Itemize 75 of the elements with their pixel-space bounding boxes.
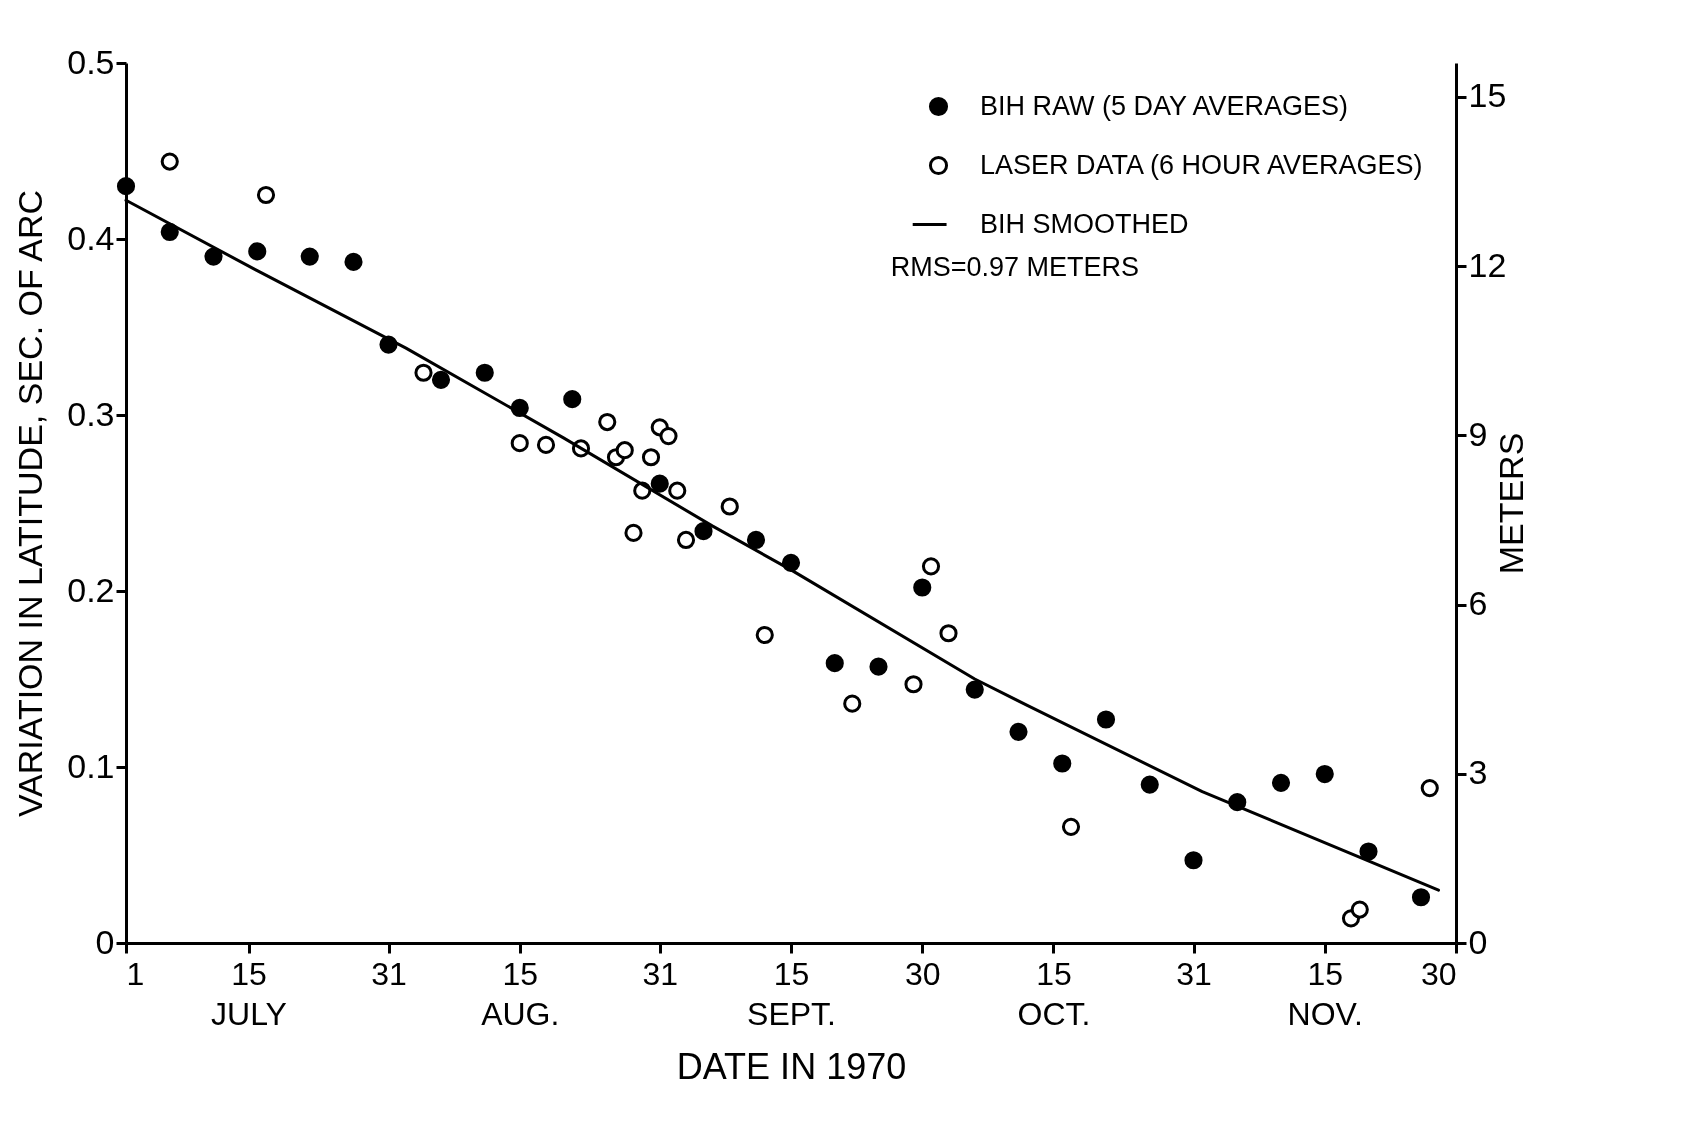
point xyxy=(825,654,844,673)
point xyxy=(913,578,932,597)
annotation: RMS=0.97 METERS xyxy=(890,252,1140,282)
point xyxy=(510,434,529,453)
x-tick-label: 15 NOV. xyxy=(1287,955,1363,1032)
point xyxy=(624,523,643,542)
point xyxy=(676,530,696,550)
point xyxy=(160,152,179,171)
point xyxy=(1061,817,1081,836)
point xyxy=(668,481,687,500)
point xyxy=(1053,754,1072,773)
point xyxy=(1350,900,1369,919)
legend-label: BIH RAW (5 DAY AVERAGES) xyxy=(980,90,1349,121)
point xyxy=(659,427,678,446)
point xyxy=(204,247,223,266)
point xyxy=(1315,764,1334,784)
x-tick-label: 1 xyxy=(126,955,145,992)
point xyxy=(843,694,862,713)
point xyxy=(1009,722,1028,741)
x-tick-label: 30 xyxy=(1420,955,1457,992)
x-tick-label: 31 xyxy=(1176,955,1212,992)
x-tick-label: 15 JULY xyxy=(211,955,287,1032)
point xyxy=(598,412,617,432)
point xyxy=(1271,773,1291,792)
x-tick-label: 15 AUG. xyxy=(481,955,560,1032)
y2-tick-label: 9 xyxy=(1468,414,1488,453)
point xyxy=(248,242,267,261)
legend-label: BIH SMOOTHED xyxy=(980,208,1189,239)
y2-tick-label: 3 xyxy=(1468,753,1488,792)
point xyxy=(344,252,363,271)
point xyxy=(641,448,661,467)
y-tick-label: 0.4 xyxy=(67,218,115,257)
point xyxy=(1359,842,1378,861)
point xyxy=(1096,710,1116,729)
y-tick-label: 0.1 xyxy=(67,746,115,785)
point xyxy=(921,557,941,576)
y2-tick-label: 6 xyxy=(1468,584,1488,623)
point xyxy=(563,390,582,409)
point xyxy=(536,435,556,454)
point xyxy=(746,530,766,550)
legend-label: LASER DATA (6 HOUR AVERAGES) xyxy=(980,149,1423,180)
point xyxy=(1140,775,1159,794)
point xyxy=(965,680,984,699)
point xyxy=(414,363,433,382)
x-tick-label: 31 xyxy=(371,955,407,992)
y-tick-label: 0 xyxy=(95,922,115,961)
y-tick-label: 0.2 xyxy=(67,570,115,609)
point xyxy=(1184,851,1203,870)
x-tick-label: 31 xyxy=(642,955,679,992)
point xyxy=(904,675,923,694)
x-tick-label: 15 OCT. xyxy=(1017,955,1091,1032)
y2-axis-title: METERS xyxy=(1492,432,1531,575)
y-axis-title: VARIATION IN LATITUDE, SEC. OF ARC xyxy=(11,189,50,818)
point xyxy=(256,185,276,205)
point xyxy=(615,441,634,460)
point xyxy=(1420,779,1439,798)
y2-tick-label: 0 xyxy=(1468,922,1488,961)
point xyxy=(694,522,713,541)
x-tick-label: 30 xyxy=(904,955,941,992)
point xyxy=(755,625,774,645)
point xyxy=(650,474,669,493)
x-axis-title: DATE IN 1970 xyxy=(676,1045,907,1087)
y2-tick-label: 12 xyxy=(1468,245,1507,284)
point xyxy=(939,624,958,643)
x-tick-label: 15 SEPT. xyxy=(747,955,836,1032)
point xyxy=(431,370,451,389)
point xyxy=(475,363,494,382)
y-tick-label: 0.5 xyxy=(67,42,115,81)
y-tick-label: 0.3 xyxy=(67,394,115,433)
point xyxy=(869,657,888,676)
point xyxy=(1411,888,1431,907)
point xyxy=(300,247,319,266)
y2-tick-label: 15 xyxy=(1468,76,1507,115)
point xyxy=(116,177,136,196)
point xyxy=(720,497,739,516)
